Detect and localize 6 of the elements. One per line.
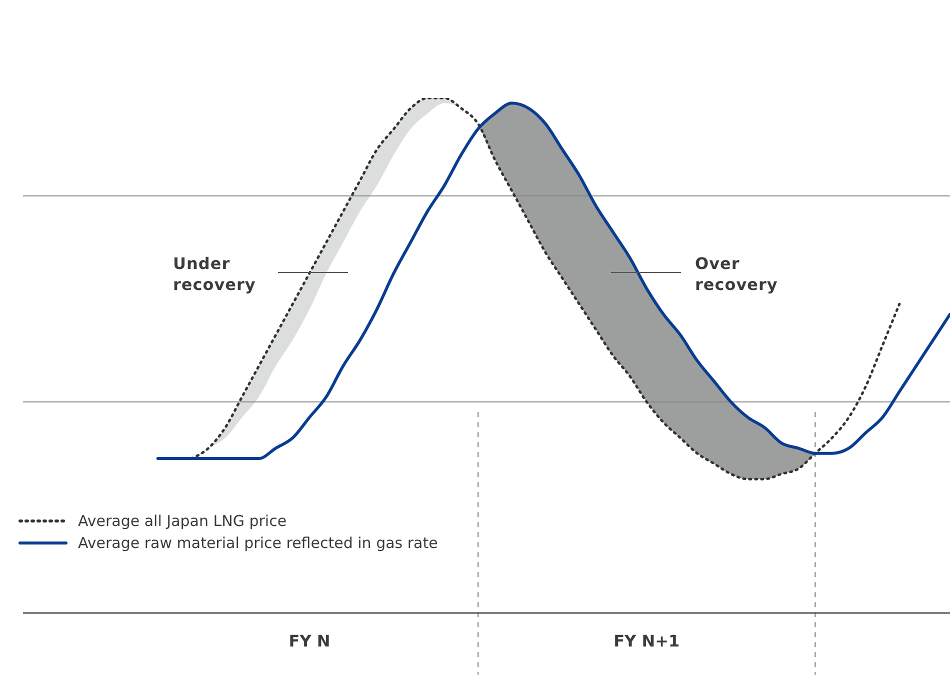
legend-label: Average all Japan LNG price [78, 511, 287, 532]
annotation: Under recovery [173, 253, 257, 296]
annotation: Over recovery [695, 253, 779, 296]
x-tick-label: FY N [288, 631, 330, 650]
x-tick-label: FY N+1 [614, 631, 680, 650]
legend-label: Average raw material price reflected in gas rate [78, 533, 438, 554]
